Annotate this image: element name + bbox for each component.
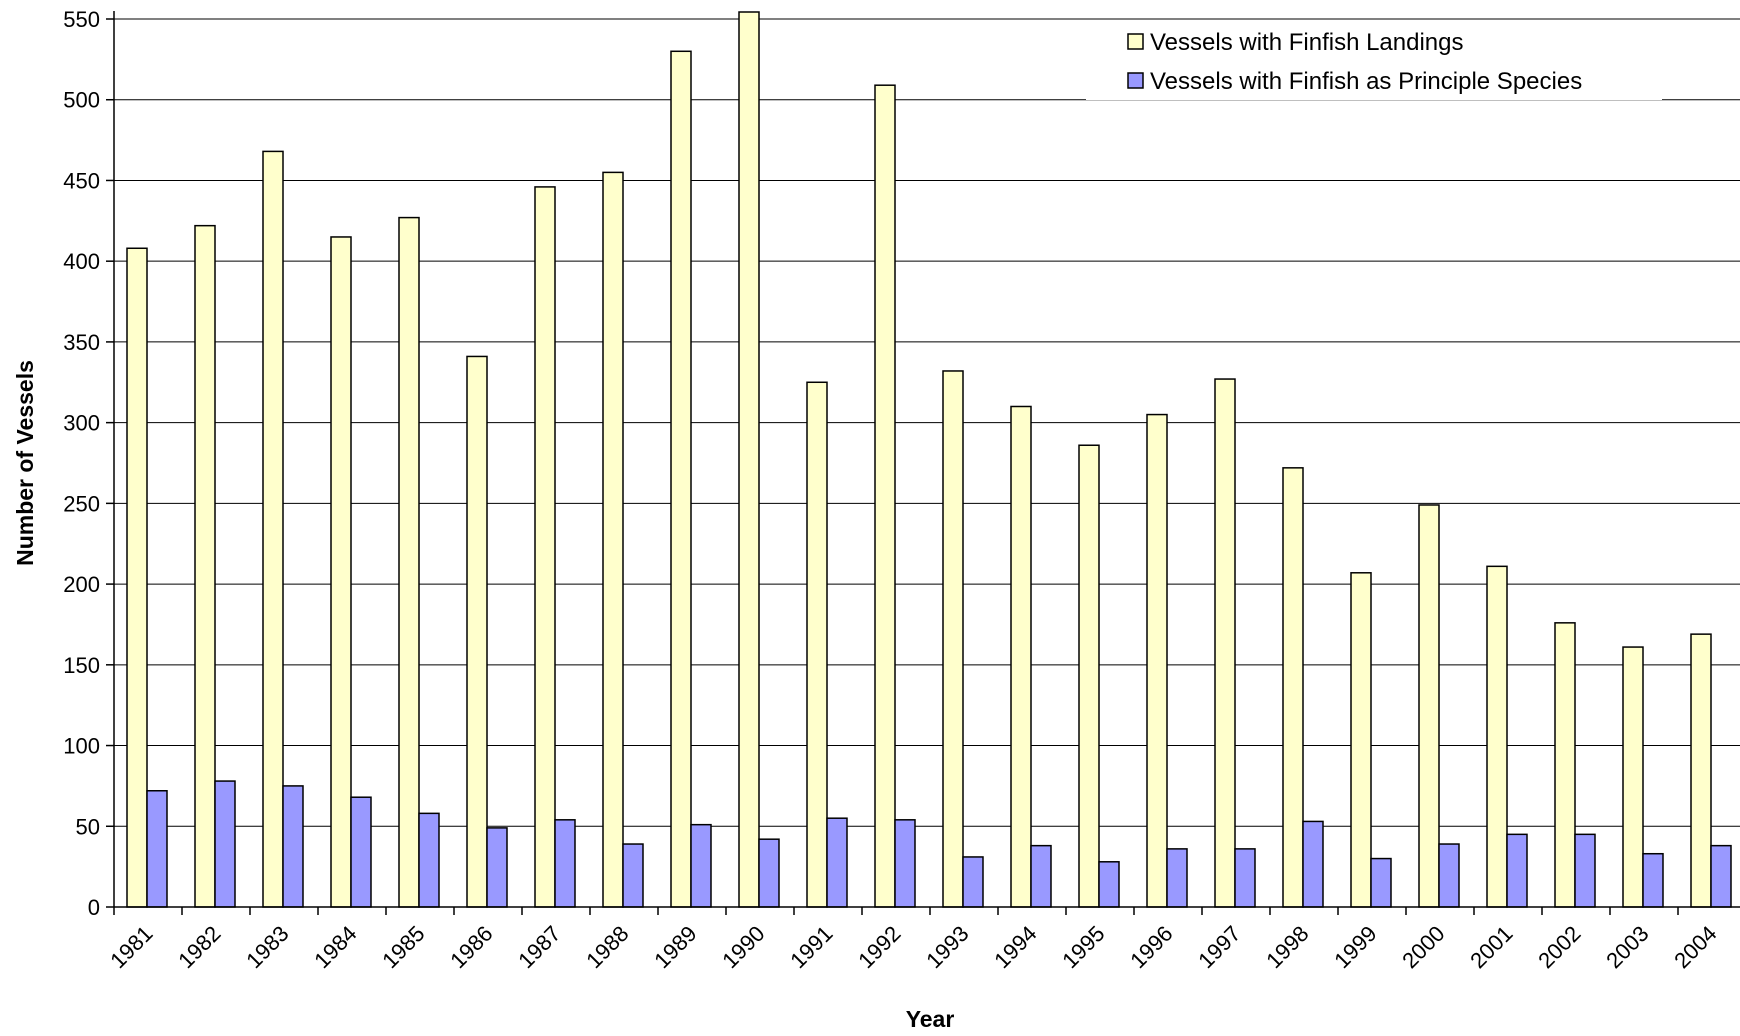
x-tick-label: 2004: [1669, 921, 1721, 973]
x-axis-title: Year: [906, 1006, 955, 1032]
bar-principle-species: [1166, 848, 1188, 908]
bar-finfish-landings: [602, 171, 624, 908]
bar-principle-species: [214, 780, 236, 908]
bar-principle-species: [282, 785, 304, 908]
bar-principle-species: [962, 856, 984, 908]
y-tick-label: 250: [63, 491, 100, 516]
legend-swatch-finfish-landings: [1127, 33, 1144, 50]
legend-background: [1086, 20, 1662, 100]
bar-principle-species: [1574, 833, 1596, 908]
x-tick-label: 2001: [1465, 921, 1517, 973]
bar-principle-species: [690, 823, 712, 908]
bar-finfish-landings: [1486, 565, 1508, 908]
bar-principle-species: [1438, 843, 1460, 908]
legend-label-finfish-landings: Vessels with Finfish Landings: [1150, 29, 1464, 56]
axes: [106, 11, 1740, 915]
bar-principle-species: [1030, 844, 1052, 908]
bar-finfish-landings: [126, 247, 148, 908]
bar-principle-species: [1302, 820, 1324, 908]
bar-principle-species: [1234, 848, 1256, 908]
bar-finfish-landings: [1690, 633, 1712, 908]
bar-finfish-landings: [534, 186, 556, 908]
bar-principle-species: [1710, 844, 1732, 908]
x-tick-label: 1986: [445, 921, 497, 973]
y-tick-label: 550: [63, 7, 100, 32]
bar-finfish-landings: [1350, 572, 1372, 908]
bar-finfish-landings: [1418, 504, 1440, 908]
x-tick-label: 1998: [1261, 921, 1313, 973]
x-tick-label: 1988: [581, 921, 633, 973]
bar-finfish-landings: [806, 381, 828, 908]
y-tick-label: 0: [88, 895, 100, 920]
bar-principle-species: [146, 790, 168, 908]
bar-finfish-landings: [398, 216, 420, 908]
bar-principle-species: [350, 796, 372, 908]
x-tick-label: 2003: [1601, 921, 1653, 973]
legend-label-principle-species: Vessels with Finfish as Principle Specie…: [1150, 68, 1582, 95]
x-tick-label: 2000: [1397, 921, 1449, 973]
x-tick-label: 1995: [1057, 921, 1109, 973]
bar-finfish-landings: [1146, 413, 1168, 908]
bar-principle-species: [894, 819, 916, 908]
x-tick-label: 1999: [1329, 921, 1381, 973]
y-tick-labels: 0 50 100 150 200 250 300 350 400 450 500 550: [63, 7, 100, 920]
x-tick-label: 1996: [1125, 921, 1177, 973]
y-tick-label: 50: [76, 814, 100, 839]
bar-finfish-landings: [670, 50, 692, 908]
x-tick-label: 1984: [309, 921, 361, 973]
bar-principle-species: [622, 843, 644, 908]
legend: Vessels with Finfish Landings Vessels wi…: [1086, 20, 1662, 100]
x-tick-label: 2002: [1533, 921, 1585, 973]
bar-principle-species: [1098, 861, 1120, 908]
x-tick-label: 1994: [989, 921, 1041, 973]
bar-finfish-landings: [874, 84, 896, 908]
x-tick-label: 1982: [173, 921, 225, 973]
y-tick-label: 450: [63, 168, 100, 193]
x-tick-labels: 1981 1982 1983 1984 1985 1986 1987 1988 1989 1990…: [105, 921, 1721, 973]
legend-swatch-principle-species: [1127, 72, 1144, 89]
x-tick-label: 1989: [649, 921, 701, 973]
bar-principle-species: [1506, 833, 1528, 908]
bar-principle-species: [758, 838, 780, 908]
y-axis-title: Number of Vessels: [12, 360, 38, 566]
bar-principle-species: [418, 812, 440, 908]
x-tick-label: 1997: [1193, 921, 1245, 973]
bar-finfish-landings: [1554, 622, 1576, 908]
x-tick-label: 1993: [921, 921, 973, 973]
bar-finfish-landings: [942, 370, 964, 908]
bar-principle-species: [826, 817, 848, 908]
y-tick-label: 350: [63, 330, 100, 355]
y-tick-label: 500: [63, 88, 100, 113]
bars: [126, 11, 1732, 908]
bar-principle-species: [554, 819, 576, 908]
y-tick-label: 400: [63, 249, 100, 274]
y-tick-label: 150: [63, 653, 100, 678]
x-tick-label: 1991: [785, 921, 837, 973]
bar-finfish-landings: [1214, 378, 1236, 908]
bar-principle-species: [1370, 857, 1392, 908]
x-tick-label: 1992: [853, 921, 905, 973]
y-tick-label: 300: [63, 411, 100, 436]
x-tick-label: 1983: [241, 921, 293, 973]
y-tick-label: 200: [63, 572, 100, 597]
bar-finfish-landings: [262, 150, 284, 908]
x-tick-label: 1990: [717, 921, 769, 973]
bar-finfish-landings: [1010, 405, 1032, 908]
x-tick-label: 1981: [105, 921, 157, 973]
x-tick-label: 1987: [513, 921, 565, 973]
bar-finfish-landings: [738, 11, 760, 908]
bar-principle-species: [486, 827, 508, 908]
x-tick-label: 1985: [377, 921, 429, 973]
bar-finfish-landings: [1078, 444, 1100, 908]
bar-principle-species: [1642, 852, 1664, 908]
bar-finfish-landings: [194, 224, 216, 908]
bar-finfish-landings: [330, 236, 352, 908]
bar-finfish-landings: [1282, 467, 1304, 908]
y-tick-label: 100: [63, 734, 100, 759]
bar-finfish-landings: [1622, 646, 1644, 908]
bar-finfish-landings: [466, 355, 488, 908]
